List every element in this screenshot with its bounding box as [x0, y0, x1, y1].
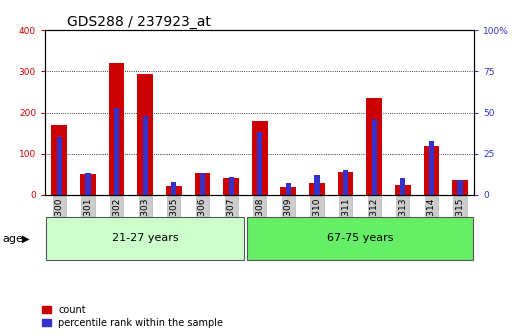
Bar: [114, 108, 119, 195]
Bar: [314, 175, 320, 195]
Bar: [85, 173, 91, 195]
Bar: [429, 140, 434, 195]
Bar: [338, 172, 354, 195]
Bar: [143, 116, 148, 195]
Bar: [366, 98, 382, 195]
Bar: [395, 184, 411, 195]
Bar: [457, 180, 463, 195]
Bar: [400, 178, 405, 195]
Bar: [166, 186, 182, 195]
Bar: [200, 173, 205, 195]
Bar: [452, 180, 468, 195]
Bar: [109, 63, 125, 195]
Bar: [57, 137, 62, 195]
Text: GDS288 / 237923_at: GDS288 / 237923_at: [67, 15, 210, 29]
Bar: [423, 146, 439, 195]
Bar: [280, 187, 296, 195]
Text: 67-75 years: 67-75 years: [326, 233, 393, 243]
FancyBboxPatch shape: [247, 217, 473, 260]
Legend: count, percentile rank within the sample: count, percentile rank within the sample: [42, 305, 224, 328]
Bar: [195, 173, 210, 195]
Bar: [137, 74, 153, 195]
Bar: [286, 183, 291, 195]
Bar: [252, 121, 268, 195]
Bar: [343, 170, 348, 195]
Bar: [257, 132, 262, 195]
Bar: [372, 119, 377, 195]
Bar: [171, 182, 176, 195]
Bar: [223, 178, 239, 195]
FancyBboxPatch shape: [47, 217, 244, 260]
Text: age: age: [3, 234, 23, 244]
Bar: [80, 174, 96, 195]
Bar: [228, 177, 234, 195]
Bar: [309, 183, 325, 195]
Text: ▶: ▶: [22, 234, 30, 244]
Bar: [51, 125, 67, 195]
Text: 21-27 years: 21-27 years: [112, 233, 179, 243]
